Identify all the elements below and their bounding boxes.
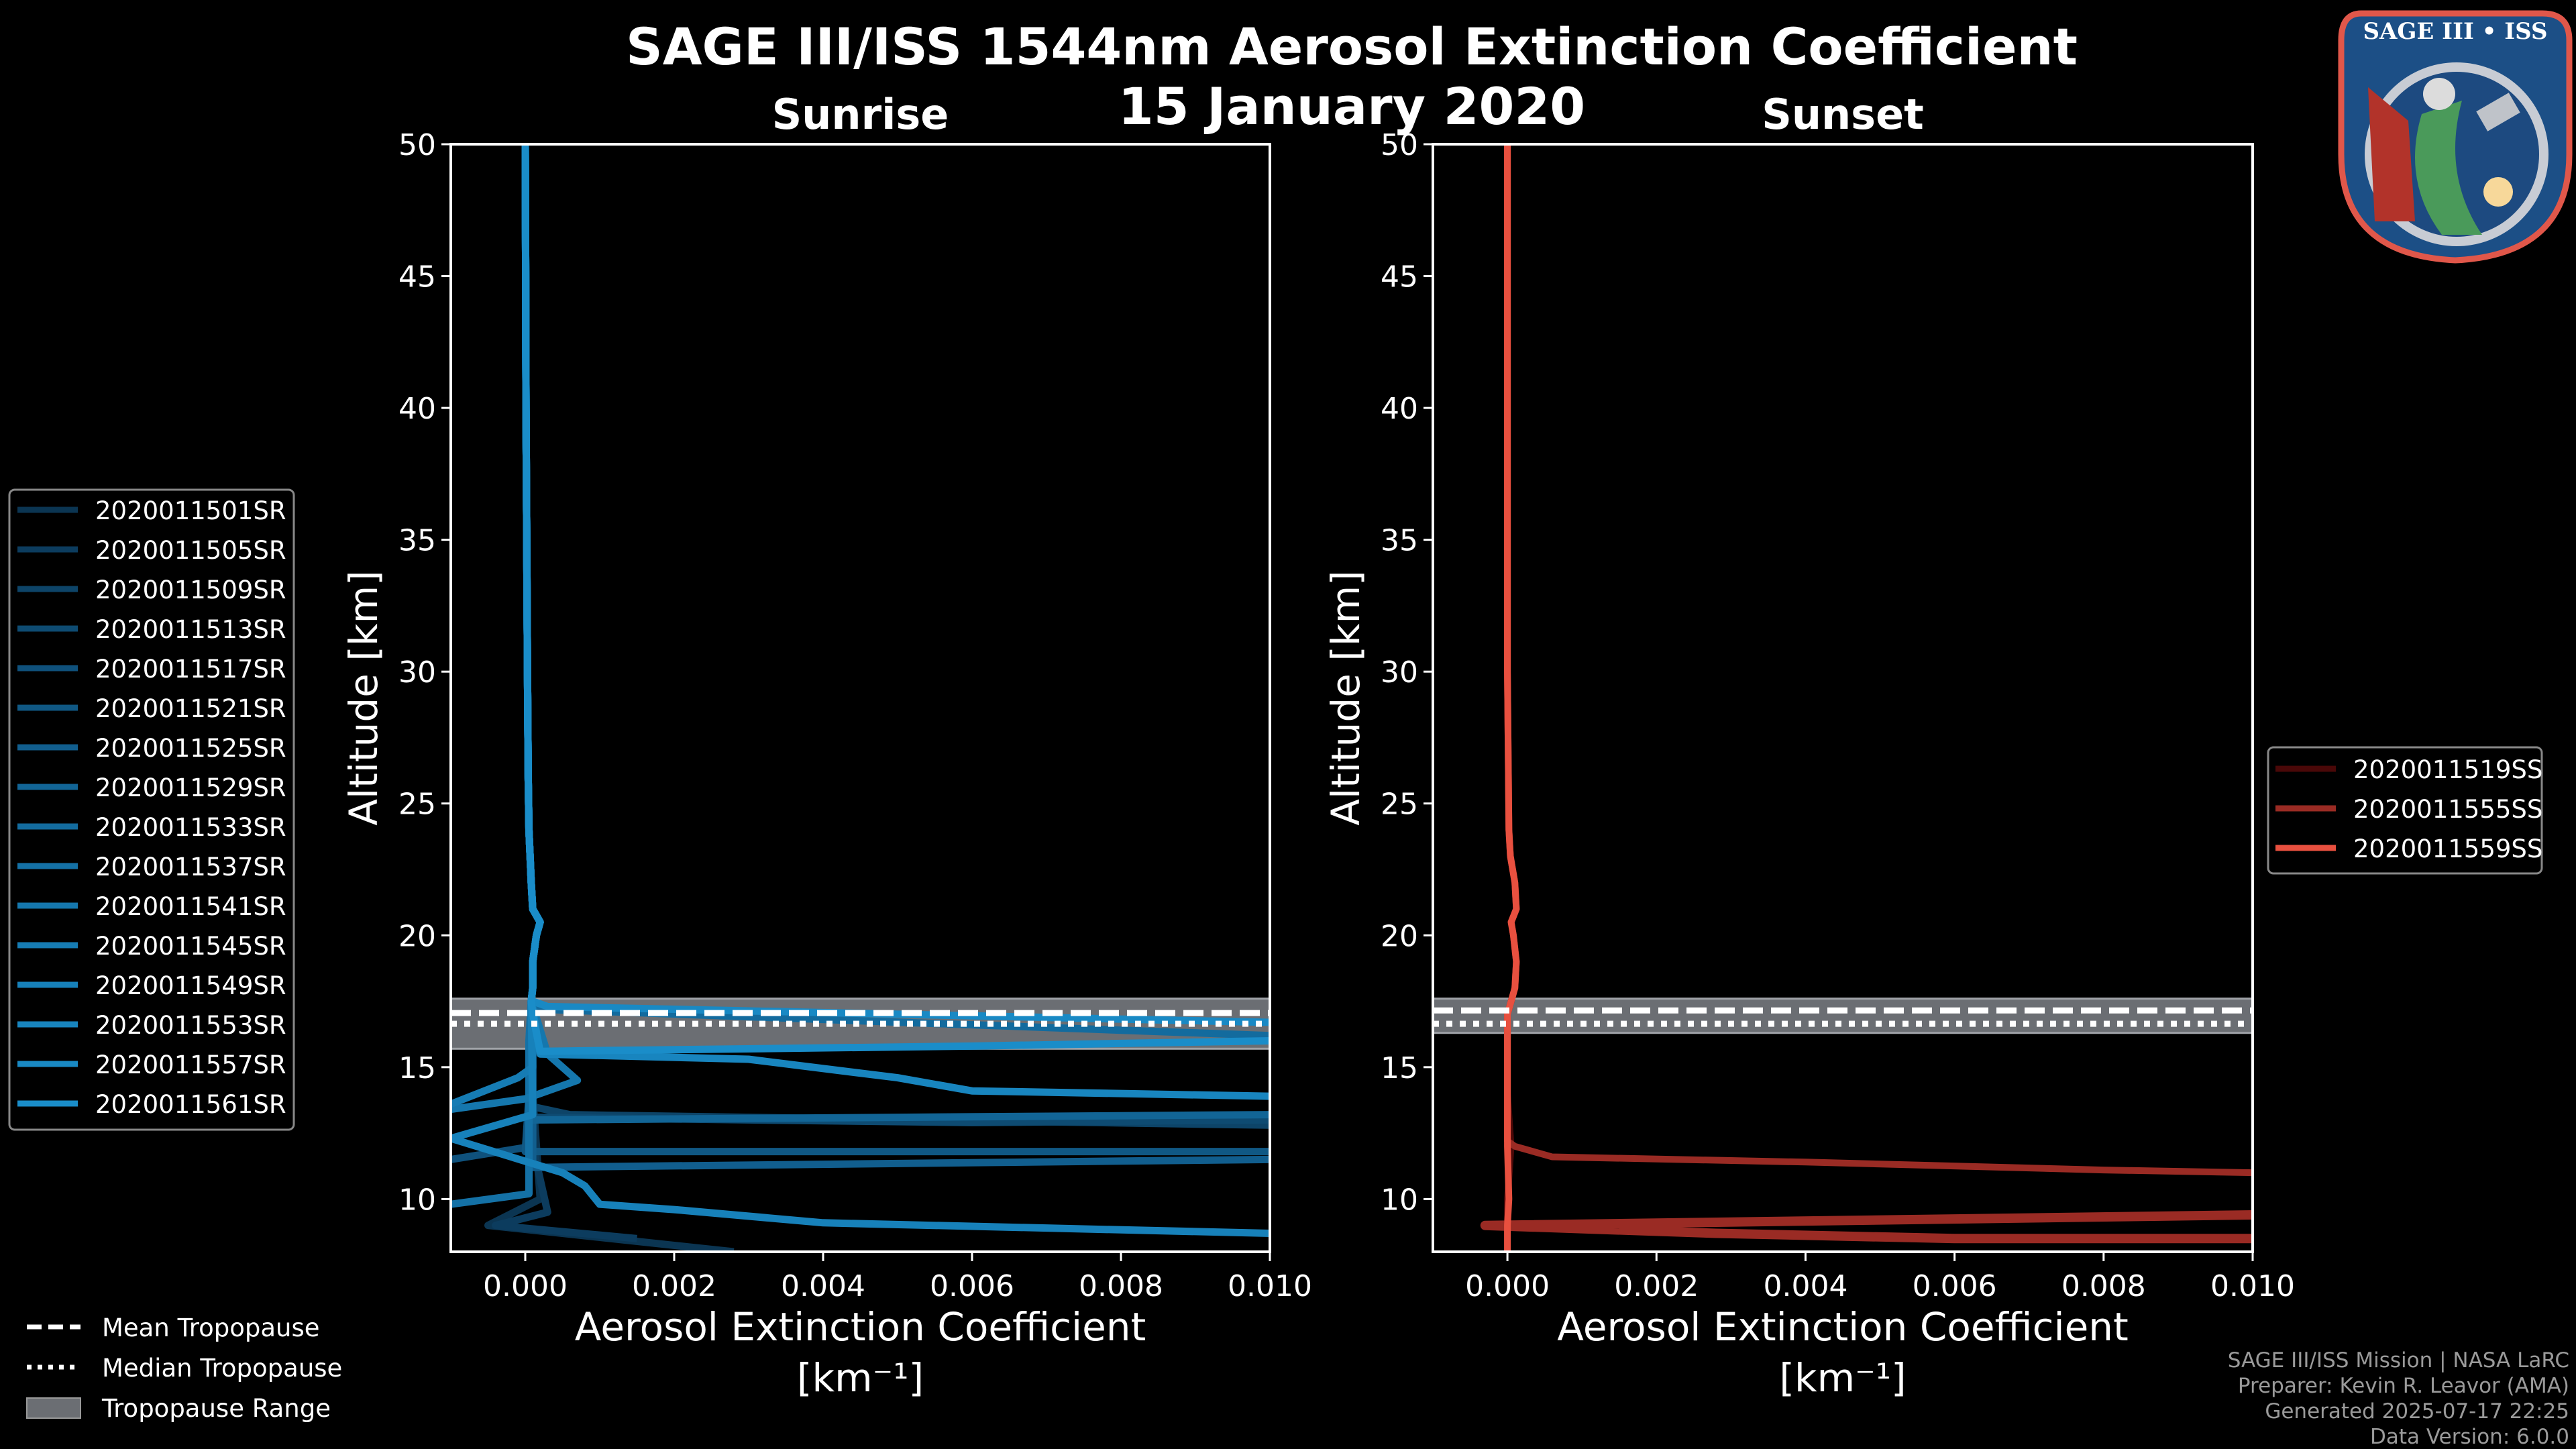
x-tick-label: 0.002 (632, 1269, 716, 1303)
median-tropopause-label: Median Tropopause (102, 1354, 342, 1383)
figure-date: 15 January 2020 (1118, 76, 1585, 136)
y-tick-label: 15 (1381, 1051, 1418, 1085)
footer-line: Generated 2025-07-17 22:25 (2265, 1399, 2569, 1424)
x-tick-label: 0.002 (1614, 1269, 1699, 1303)
x-tick-label: 0.000 (483, 1269, 568, 1303)
y-tick-label: 40 (1381, 392, 1418, 426)
x-axis-units: [km⁻¹] (1779, 1355, 1906, 1401)
sunset-legend: 2020011519SS 2020011555SS 2020011559SS (2267, 746, 2543, 875)
legend-label: 2020011505SR (95, 536, 286, 565)
legend-label: 2020011509SR (95, 576, 286, 604)
legend-label: 2020011541SR (95, 892, 286, 921)
footer-line: SAGE III/ISS Mission | NASA LaRC (2228, 1348, 2569, 1373)
series-line-2020011513SR (521, 144, 1270, 1126)
panel-title: Sunset (1762, 90, 1924, 139)
y-tick-label: 25 (398, 788, 436, 822)
axes-frame (449, 143, 1271, 1253)
series-line-2020011557SR (521, 144, 1270, 1026)
x-tick-label: 0.004 (1763, 1269, 1847, 1303)
series-line-2020011509SR (521, 144, 1270, 1129)
y-tick-label: 15 (398, 1051, 436, 1085)
y-tick-label: 10 (1381, 1183, 1418, 1217)
plot-area (1433, 144, 2253, 1252)
y-tick-label: 30 (1381, 655, 1418, 690)
series-line-2020011561SR (521, 144, 1270, 1055)
y-tick-label: 25 (1381, 788, 1418, 822)
y-tick-label: 20 (398, 919, 436, 953)
plot-area (451, 144, 1270, 1252)
y-tick-label: 45 (1381, 260, 1418, 294)
legend-label: 2020011555SS (2353, 795, 2542, 824)
y-axis-label: Altitude [km] (341, 570, 386, 825)
sage-iii-iss-logo: SAGE III • ISS (2338, 10, 2573, 264)
panel-title: Sunrise (772, 90, 949, 139)
axes-frame (1432, 143, 2254, 1253)
y-tick-label: 50 (398, 128, 436, 162)
x-axis-label: Aerosol Extinction Coefficient (1557, 1304, 2129, 1350)
tropopause-range-swatch (26, 1397, 81, 1419)
y-tick-label: 35 (398, 524, 436, 558)
footer-line: Data Version: 6.0.0 (2370, 1425, 2569, 1449)
tropopause-range-label: Tropopause Range (101, 1394, 331, 1423)
tropopause-range-band (1433, 998, 2253, 1034)
y-tick-label: 50 (1381, 128, 1418, 162)
legend-label: 2020011537SR (95, 853, 286, 881)
legend-label: 2020011529SR (95, 773, 286, 802)
y-tick-label: 20 (1381, 919, 1418, 953)
series-line-2020011541SR (451, 144, 582, 1114)
x-tick-label: 0.006 (1913, 1269, 1997, 1303)
legend-label: 2020011521SR (95, 694, 286, 723)
x-axis-label: Aerosol Extinction Coefficient (575, 1304, 1146, 1350)
figure-title: SAGE III/ISS 1544nm Aerosol Extinction C… (626, 17, 2078, 76)
x-tick-label: 0.004 (781, 1269, 865, 1303)
y-tick-label: 10 (398, 1183, 436, 1217)
y-tick-label: 30 (398, 655, 436, 690)
series-line-2020011529SR (521, 144, 1270, 1124)
series-line-2020011533SR (521, 144, 1270, 1040)
sunrise-panel: 0.000 0.002 0.004 0.006 0.008 0.010 10 15 20 25 30… (341, 90, 1312, 1401)
x-tick-label: 0.008 (2061, 1269, 2146, 1303)
series-line-2020011553SR (521, 144, 1270, 1100)
mean-tropopause-label: Mean Tropopause (102, 1313, 320, 1342)
y-tick-label: 35 (1381, 524, 1418, 558)
y-tick-label: 45 (398, 260, 436, 294)
legend-label: 2020011545SR (95, 932, 286, 961)
legend-label: 2020011559SS (2353, 835, 2542, 863)
legend-label: 2020011519SS (2353, 755, 2542, 784)
x-axis-units: [km⁻¹] (797, 1355, 924, 1401)
footer-line: Preparer: Kevin R. Leavor (AMA) (2238, 1374, 2569, 1398)
legend-label: 2020011561SR (95, 1090, 286, 1119)
x-tick-label: 0.000 (1465, 1269, 1550, 1303)
y-axis-label: Altitude [km] (1323, 570, 1368, 825)
legend-label: 2020011517SR (95, 655, 286, 684)
series-line-2020011555SS (1480, 1210, 2253, 1244)
legend-label: 2020011549SR (95, 971, 286, 1000)
series-line-2020011559SS (1504, 144, 1520, 1252)
legend-label: 2020011513SR (95, 615, 286, 644)
footer-credits: SAGE III/ISS Mission | NASA LaRC Prepare… (2228, 1348, 2569, 1449)
legend-label: 2020011557SR (95, 1051, 286, 1079)
sunset-panel: 0.000 0.002 0.004 0.006 0.008 0.010 10 15 20 25 30… (1323, 90, 2295, 1401)
legend-label: 2020011553SR (95, 1011, 286, 1040)
sunrise-legend: 2020011501SR 2020011505SR 2020011509SR 2020… (8, 488, 295, 1131)
legend-label: 2020011501SR (95, 496, 286, 525)
tropopause-legend: Mean Tropopause Median Tropopause Tropop… (26, 1313, 342, 1423)
x-tick-label: 0.006 (930, 1269, 1014, 1303)
x-tick-label: 0.010 (2210, 1269, 2295, 1303)
legend-label: 2020011525SR (95, 734, 286, 763)
x-tick-label: 0.010 (1228, 1269, 1312, 1303)
legend-label: 2020011533SR (95, 813, 286, 842)
x-tick-label: 0.008 (1079, 1269, 1163, 1303)
logo-text: SAGE III • ISS (2363, 18, 2547, 45)
y-tick-label: 40 (398, 392, 436, 426)
